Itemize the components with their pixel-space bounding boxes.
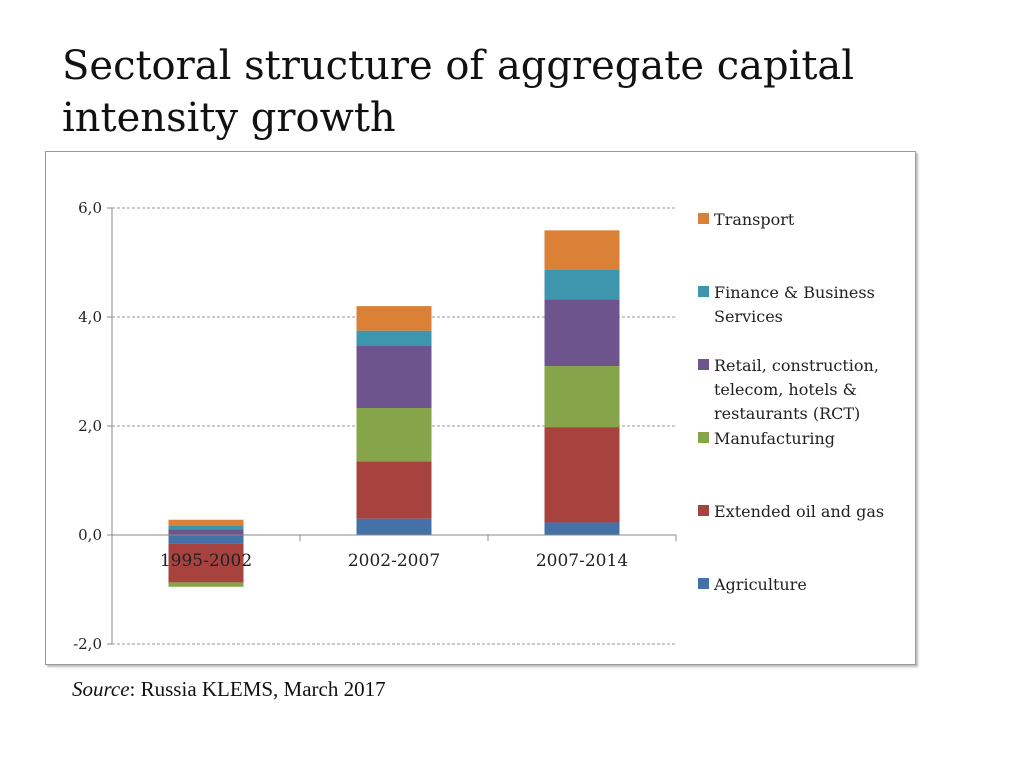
bar-segment [544, 230, 620, 270]
y-tick-label: 6,0 [78, 199, 102, 217]
y-tick-label: 0,0 [78, 526, 102, 544]
legend-label: Retail, construction, telecom, hotels & … [714, 356, 879, 423]
x-category-label: 1995-2002 [160, 551, 252, 571]
legend-swatch [698, 432, 709, 443]
bar-segment [356, 330, 432, 346]
bar-segment [544, 366, 620, 428]
y-tick-label: 4,0 [78, 308, 102, 326]
legend-label: Extended oil and gas [714, 502, 885, 521]
legend-item: Finance & Business Services [698, 281, 909, 329]
bar-segment [544, 269, 620, 300]
legend-swatch [698, 505, 709, 516]
slide-title: Sectoral structure of aggregate capital … [62, 43, 855, 141]
legend-item: Manufacturing [698, 427, 909, 451]
legend-item: Extended oil and gas [698, 500, 909, 524]
legend-swatch [698, 213, 709, 224]
bar-segment [168, 529, 244, 535]
bar-segment [356, 306, 432, 331]
legend-label: Transport [714, 210, 795, 229]
x-category-label: 2002-2007 [348, 551, 440, 571]
chart-frame: 6,0 4,0 2,0 0,0 -2,0 1995-2002 2002-2007 2007-2… [45, 151, 916, 665]
bar-segment [168, 535, 244, 544]
bar-segment [356, 461, 432, 519]
legend-swatch [698, 578, 709, 589]
stacked-bar-chart: 6,0 4,0 2,0 0,0 -2,0 1995-2002 2002-2007 2007-2… [73, 199, 677, 653]
x-category-label: 2007-2014 [536, 551, 628, 571]
legend-item: Agriculture [698, 573, 909, 597]
bar-segment [356, 345, 432, 409]
legend-label: Finance & Business Services [714, 283, 875, 326]
source-label: Source [72, 677, 130, 701]
legend-label: Manufacturing [714, 429, 835, 448]
legend-swatch [698, 359, 709, 370]
bar-segment [544, 299, 620, 367]
bar-segment [544, 427, 620, 523]
bar-segment [356, 408, 432, 462]
y-tick-label: -2,0 [73, 635, 102, 653]
source-text: : Russia KLEMS, March 2017 [129, 677, 386, 701]
y-tick-label: 2,0 [78, 417, 102, 435]
legend-item: Transport [698, 208, 909, 232]
source-note: Source: Russia KLEMS, March 2017 [72, 677, 386, 702]
bar-segment [168, 582, 244, 587]
legend-item: Retail, construction, telecom, hotels & … [698, 354, 909, 426]
bar-segment [168, 519, 244, 526]
legend-label: Agriculture [714, 575, 807, 594]
bar-segment [356, 518, 432, 535]
bar-segment [168, 543, 244, 583]
bar-segment [544, 522, 620, 535]
legend-swatch [698, 286, 709, 297]
bar-segment [168, 525, 244, 530]
